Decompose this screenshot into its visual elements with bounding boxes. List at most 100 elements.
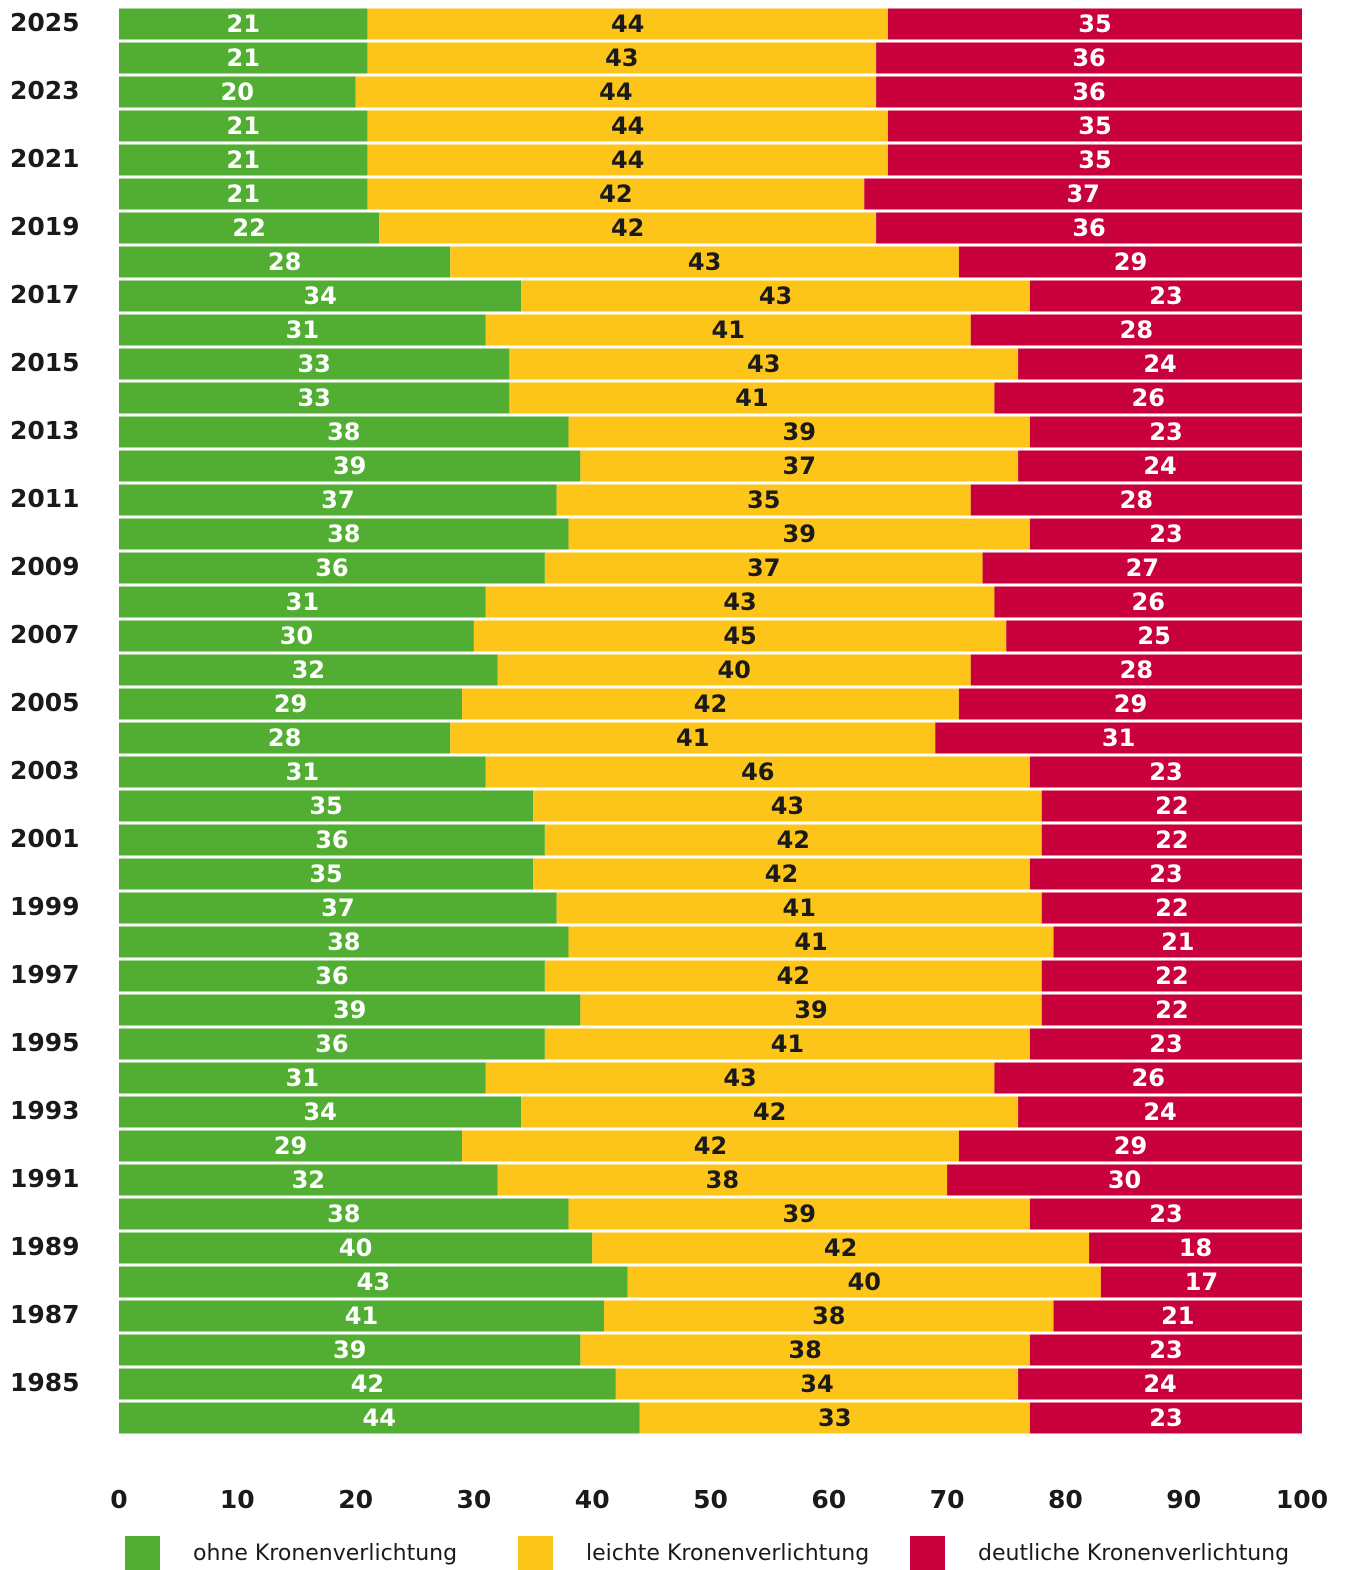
bar-segment [119,654,498,686]
y-tick-label: 2003 [10,756,80,785]
bar-segment [1006,620,1302,652]
data-label: 21 [1161,928,1194,956]
data-label: 33 [297,350,330,378]
bar-segment [544,960,1042,992]
y-tick-label: 2019 [10,212,80,241]
data-label: 45 [723,622,756,650]
data-label: 32 [292,656,325,684]
bar-segment [119,552,545,584]
bar-segment [1041,790,1302,822]
bar-segment [462,1130,959,1162]
data-label: 42 [777,962,810,990]
bar-segment [355,76,877,108]
data-label: 39 [333,1336,366,1364]
data-label: 33 [818,1404,851,1432]
data-label: 37 [1066,180,1099,208]
legend-swatch [910,1536,945,1570]
y-tick-label: 1999 [10,892,80,921]
data-label: 38 [812,1302,845,1330]
y-tick-label: 1995 [10,1028,80,1057]
bar-segment [119,960,545,992]
bar-segment [119,1096,522,1128]
bar-segment [627,1266,1101,1298]
bar-segment [864,178,1302,210]
bar-segment [876,42,1302,74]
bar-segment [1041,994,1302,1026]
data-label: 36 [1072,214,1105,242]
bar-segment [497,1164,948,1196]
y-tick-label: 2005 [10,688,80,717]
bar-segment [1053,1300,1302,1332]
bar-segment [119,212,380,244]
bar-segment [119,246,451,278]
data-label: 44 [611,146,644,174]
data-label: 43 [605,44,638,72]
bar-segment [1089,1232,1302,1264]
y-tick-label: 2025 [10,8,80,37]
bar-segment [639,1402,1030,1434]
data-label: 28 [268,724,301,752]
data-label: 44 [599,78,632,106]
bar-segment [970,484,1302,516]
bar-segment [367,8,888,40]
data-label: 44 [611,10,644,38]
data-label: 38 [327,1200,360,1228]
data-label: 23 [1149,1336,1182,1364]
data-label: 29 [274,690,307,718]
bar-segment [119,314,486,346]
data-label: 42 [753,1098,786,1126]
bar-segment [1018,450,1302,482]
y-tick-label: 2015 [10,348,80,377]
data-label: 34 [800,1370,833,1398]
data-label: 21 [227,10,260,38]
bar-segment [1018,1368,1302,1400]
data-label: 40 [339,1234,372,1262]
data-label: 41 [735,384,768,412]
bar-segment [119,416,569,448]
bar-segment [615,1368,1019,1400]
data-label: 29 [1114,248,1147,276]
bar-segment [119,348,510,380]
bar-segment [958,688,1302,720]
data-label: 24 [1143,452,1176,480]
data-label: 31 [1102,724,1135,752]
y-tick-label: 2009 [10,552,80,581]
data-label: 41 [783,894,816,922]
bar-segment [119,280,522,312]
bar-segment [119,110,368,142]
bar-segment [119,586,486,618]
legend-swatch [125,1536,160,1570]
data-label: 41 [794,928,827,956]
bar-segment [509,348,1019,380]
x-tick-label: 60 [811,1485,846,1514]
data-label: 38 [788,1336,821,1364]
bar-segment [367,110,888,142]
bar-segment [119,790,534,822]
data-label: 46 [741,758,774,786]
data-label: 43 [357,1268,390,1296]
bar-segment [119,1028,545,1060]
bar-segment [119,926,569,958]
data-label: 30 [280,622,313,650]
bar-segment [485,586,995,618]
data-label: 44 [611,112,644,140]
bar-segment [1053,926,1302,958]
data-label: 29 [1114,690,1147,718]
bar-segment [533,858,1030,890]
data-label: 23 [1149,418,1182,446]
data-label: 42 [611,214,644,242]
y-tick-label: 2013 [10,416,80,445]
bar-segment [556,892,1042,924]
bar-segment [119,756,486,788]
data-label: 24 [1143,1370,1176,1398]
bar-segment [580,994,1042,1026]
bar-segment [485,756,1030,788]
bar-segment [119,994,581,1026]
data-label: 23 [1149,1404,1182,1432]
bar-segment [521,280,1030,312]
data-label: 35 [309,792,342,820]
bar-segment [568,416,1030,448]
bar-segment [119,144,368,176]
x-tick-label: 50 [693,1485,728,1514]
data-label: 35 [1078,112,1111,140]
